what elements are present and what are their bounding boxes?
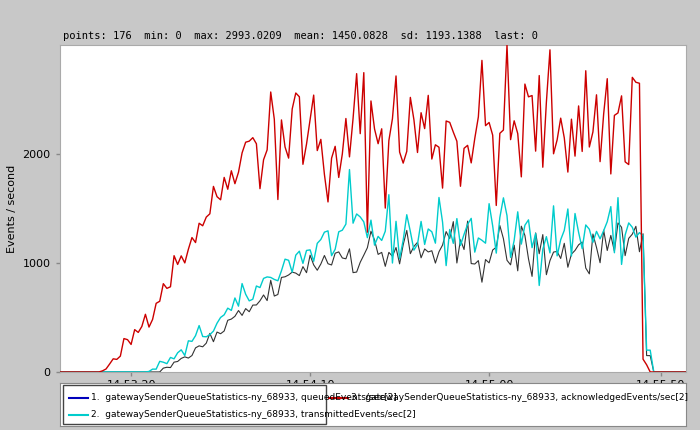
Text: 1.  gatewaySenderQueueStatistics-ny_68933, queuedEvents/sec[2]: 1. gatewaySenderQueueStatistics-ny_68933… (91, 393, 397, 402)
Text: 3.  gatewaySenderQueueStatistics-ny_68933, acknowledgedEvents/sec[2]: 3. gatewaySenderQueueStatistics-ny_68933… (351, 393, 688, 402)
Y-axis label: Events / second: Events / second (7, 164, 17, 253)
Text: 2.  gatewaySenderQueueStatistics-ny_68933, transmittedEvents/sec[2]: 2. gatewaySenderQueueStatistics-ny_68933… (91, 411, 416, 419)
Bar (62, 385, 326, 424)
Text: points: 176  min: 0  max: 2993.0209  mean: 1450.0828  sd: 1193.1388  last: 0: points: 176 min: 0 max: 2993.0209 mean: … (63, 31, 538, 41)
